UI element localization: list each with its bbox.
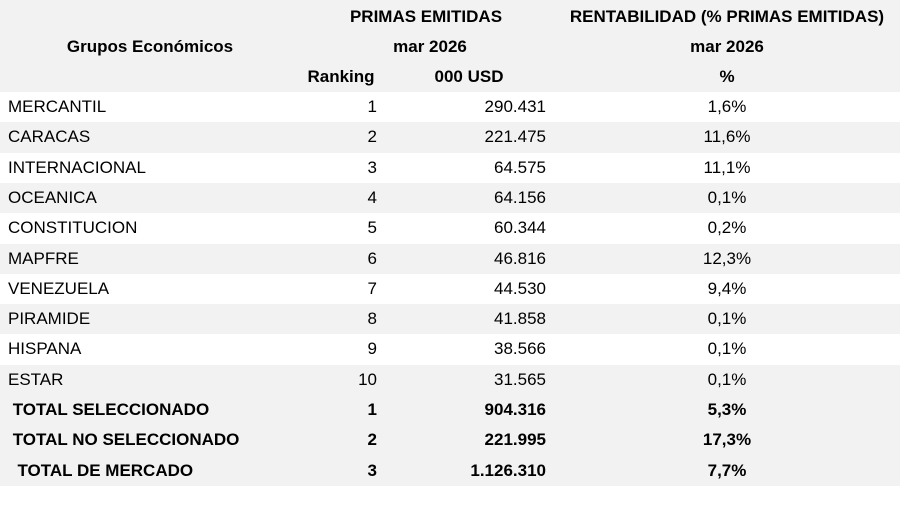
row-background <box>0 395 900 426</box>
primas-value: 64.575 <box>494 157 546 177</box>
ranking: 4 <box>367 187 377 207</box>
primas-value: 904.316 <box>484 400 546 419</box>
group-name: HISPANA <box>8 339 82 359</box>
primas-title: PRIMAS EMITIDAS <box>349 7 503 26</box>
primas-units: 000 USD <box>434 67 504 86</box>
rent-value: 7,7% <box>707 460 747 480</box>
primas-value: 41.858 <box>494 309 546 329</box>
group-name: VENEZUELA <box>8 278 110 298</box>
group-name: CONSTITUCION <box>8 218 138 238</box>
group-name: MAPFRE <box>8 248 79 268</box>
rent-units: % <box>719 67 735 86</box>
rent-period: mar 2026 <box>690 37 764 56</box>
row-background <box>0 304 900 335</box>
primas-value: 60.344 <box>494 218 546 238</box>
primas-value: 1.126.310 <box>470 460 546 480</box>
ranking: 3 <box>367 157 377 177</box>
ranking: 7 <box>367 278 377 298</box>
ranking: 5 <box>367 218 377 238</box>
rent-title: RENTABILIDAD (% PRIMAS EMITIDAS) <box>569 7 885 26</box>
ranking: 8 <box>367 309 377 329</box>
group-name: PIRAMIDE <box>8 309 91 329</box>
group-label: Grupos Económicos <box>66 37 234 56</box>
rent-value: 0,1% <box>707 309 747 329</box>
ranking: 2 <box>367 430 377 450</box>
ranking: 9 <box>367 339 377 359</box>
primas-value: 44.530 <box>494 278 546 298</box>
primas-value: 221.995 <box>484 430 546 450</box>
rent-value: 11,6% <box>703 127 751 147</box>
ranking: 3 <box>367 460 377 480</box>
ranking: 10 <box>358 369 377 389</box>
rent-value: 12,3% <box>702 248 752 268</box>
primas-value: 221.475 <box>484 127 546 147</box>
primas-value: 290.431 <box>484 97 546 116</box>
ranking: 1 <box>367 97 377 116</box>
primas-value: 46.816 <box>494 248 546 268</box>
primas-value: 64.156 <box>494 187 546 207</box>
primas-value: 31.565 <box>494 369 546 389</box>
rent-value: 17,3% <box>702 430 752 450</box>
rent-value: 0,1% <box>707 339 747 359</box>
rent-value: 5,3% <box>707 400 747 419</box>
group-name: TOTAL DE MERCADO <box>8 460 194 480</box>
group-name: MERCANTIL <box>8 97 107 116</box>
group-name: ESTAR <box>8 369 64 389</box>
row-background <box>0 243 900 274</box>
group-name: TOTAL NO SELECCIONADO <box>8 430 240 450</box>
ranking: 2 <box>367 127 377 147</box>
header-background <box>0 0 900 92</box>
rent-value: 9,4% <box>707 278 747 298</box>
row-background <box>0 182 900 214</box>
ranking-label: Ranking <box>307 67 375 86</box>
rent-value: 11,1% <box>703 157 751 177</box>
primas-value: 38.566 <box>494 339 546 359</box>
rent-value: 1,6% <box>707 97 747 116</box>
row-background <box>0 455 900 486</box>
group-name: CARACAS <box>8 127 91 147</box>
row-background <box>0 364 900 395</box>
row-background <box>0 122 900 153</box>
rent-value: 0,2% <box>707 218 747 238</box>
group-name: TOTAL SELECCIONADO <box>8 400 210 419</box>
ranking: 6 <box>367 248 377 268</box>
primas-period: mar 2026 <box>393 37 467 56</box>
ranking: 1 <box>367 400 377 419</box>
row-background <box>0 425 900 456</box>
group-name: INTERNACIONAL <box>8 157 146 177</box>
rent-value: 0,1% <box>707 187 747 207</box>
group-name: OCEANICA <box>8 187 97 207</box>
rent-value: 0,1% <box>707 369 747 389</box>
